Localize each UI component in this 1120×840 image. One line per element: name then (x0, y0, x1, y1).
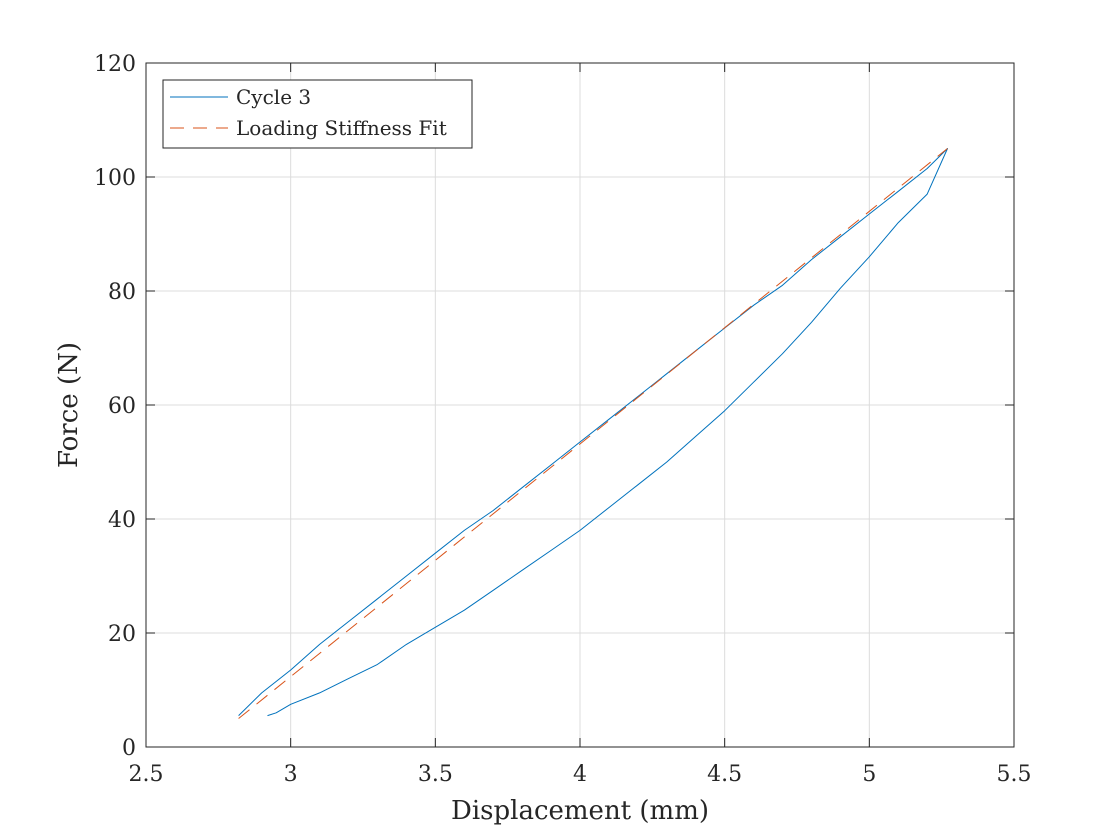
x-tick-label: 4 (573, 762, 587, 787)
x-tick-label: 4.5 (707, 762, 742, 787)
series-line-loading-stiffness-fit (238, 148, 948, 719)
y-tick-label: 0 (122, 736, 136, 761)
x-tick-label: 3.5 (418, 762, 453, 787)
x-tick-label: 5.5 (997, 762, 1032, 787)
x-axis-label: Displacement (mm) (451, 796, 709, 826)
legend-label-cycle-3: Cycle 3 (236, 85, 311, 109)
legend-label-loading-stiffness-fit: Loading Stiffness Fit (236, 116, 447, 140)
y-tick-label: 40 (108, 508, 136, 533)
x-tick-label: 3 (284, 762, 298, 787)
axis-tick-labels: 2.5 3 3.5 4 4.5 5 5.5 0 20 40 60 80 100 120 (94, 52, 1032, 787)
x-tick-label: 5 (862, 762, 876, 787)
y-tick-label: 60 (108, 394, 136, 419)
x-tick-label: 2.5 (129, 762, 164, 787)
y-tick-label: 80 (108, 280, 136, 305)
y-axis-label: Force (N) (54, 342, 84, 468)
legend-box (162, 79, 473, 149)
y-tick-label: 120 (94, 52, 136, 77)
y-tick-label: 20 (108, 622, 136, 647)
series-layer (238, 148, 948, 719)
y-tick-label: 100 (94, 166, 136, 191)
axis-ticks (145, 62, 1015, 748)
legend: Cycle 3 Loading Stiffness Fit (162, 79, 473, 149)
